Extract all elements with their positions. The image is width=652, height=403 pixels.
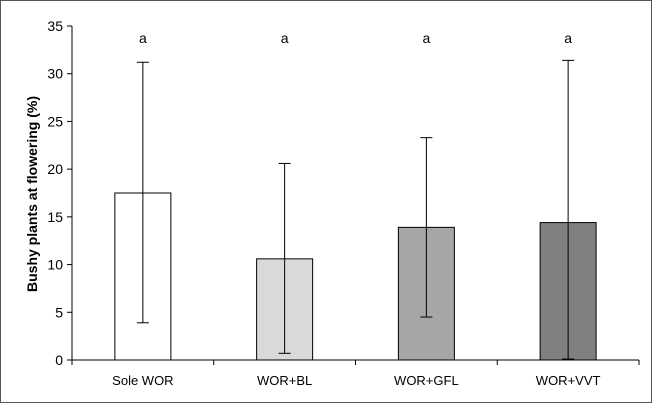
significance-letter: a — [564, 30, 572, 46]
y-tick-label: 25 — [47, 113, 63, 129]
significance-letter: a — [422, 30, 430, 46]
significance-letter: a — [139, 30, 147, 46]
y-tick-label: 35 — [47, 18, 63, 34]
y-tick-label: 30 — [47, 66, 63, 82]
y-tick-label: 20 — [47, 161, 63, 177]
significance-letter: a — [281, 30, 289, 46]
y-tick-label: 5 — [55, 304, 63, 320]
y-tick-label: 0 — [55, 352, 63, 368]
category-label: WOR+GFL — [394, 373, 459, 388]
plot-area: 0 5 10 15 20 25 30 35 a Sole WOR a WOR+BL a WOR+GFL a W… — [47, 18, 640, 388]
y-tick-label: 10 — [47, 257, 63, 273]
y-tick-label: 15 — [47, 209, 63, 225]
category-label: Sole WOR — [112, 373, 173, 388]
category-label: WOR+VVT — [536, 373, 601, 388]
category-label: WOR+BL — [257, 373, 312, 388]
y-axis-label: Bushy plants at flowering (%) — [24, 96, 40, 292]
